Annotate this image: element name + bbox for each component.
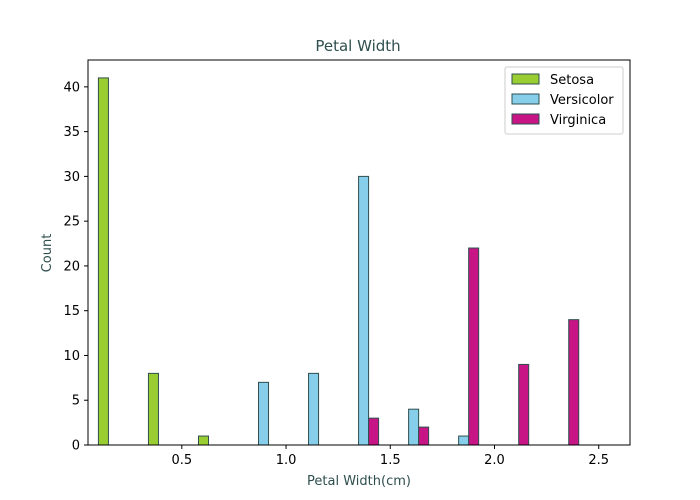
y-tick-label: 15 [63, 304, 80, 319]
legend-label-setosa: Setosa [550, 73, 594, 88]
bar-virginica-6 [418, 426, 430, 446]
chart-title: Petal Width [315, 37, 400, 55]
x-axis-title: Petal Width(cm) [307, 474, 411, 489]
plot-frame [87, 59, 631, 446]
y-tick-label: 0 [72, 439, 80, 454]
x-axis: 0.5 1.0 1.5 2.0 2.5 [171, 445, 609, 468]
bar-versicolor-5 [358, 175, 370, 446]
bar-versicolor-6 [408, 408, 420, 446]
x-tick-label: 1.0 [276, 453, 297, 468]
y-tick-label: 35 [63, 125, 80, 140]
y-tick-label: 10 [63, 349, 80, 364]
legend-label-virginica: Virginica [550, 113, 606, 128]
x-tick-label: 0.5 [171, 453, 192, 468]
y-axis: 0 5 10 15 20 25 30 35 40 [63, 80, 88, 454]
bar-virginica-7 [468, 247, 480, 446]
x-tick-label: 2.0 [484, 453, 505, 468]
bar-versicolor-4 [308, 372, 320, 446]
y-tick-label: 25 [63, 215, 80, 230]
bar-virginica-8 [518, 363, 530, 446]
bar-setosa-1 [147, 372, 159, 446]
y-axis-title: Count [40, 234, 55, 273]
legend-swatch-versicolor [511, 93, 540, 105]
bar-setosa-0 [97, 77, 109, 446]
legend-swatch-virginica [511, 113, 540, 125]
x-tick-label: 2.5 [588, 453, 609, 468]
x-tick-label: 1.5 [380, 453, 401, 468]
legend: Setosa Versicolor Virginica [504, 66, 624, 135]
y-tick-label: 30 [63, 170, 80, 185]
y-tick-label: 40 [63, 80, 80, 95]
bar-versicolor-7 [458, 435, 470, 446]
y-tick-label: 20 [63, 259, 80, 274]
bar-versicolor-3 [258, 381, 270, 446]
y-tick-label: 5 [72, 394, 80, 409]
legend-swatch-setosa [511, 73, 540, 85]
legend-label-versicolor: Versicolor [550, 93, 614, 108]
bar-setosa-2 [197, 435, 209, 446]
bar-virginica-9 [568, 319, 580, 446]
bar-virginica-5 [368, 417, 380, 446]
